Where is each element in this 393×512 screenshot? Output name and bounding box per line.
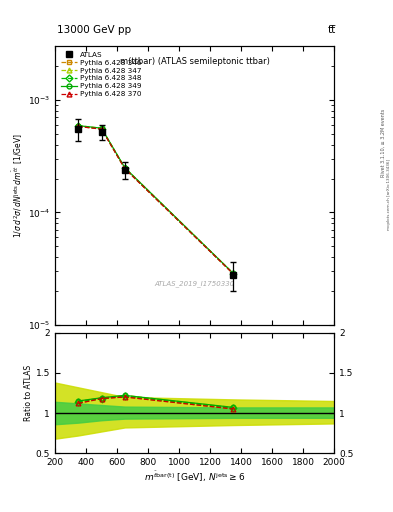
Text: tt̅: tt̅ — [328, 25, 336, 35]
Text: ATLAS_2019_I1750330: ATLAS_2019_I1750330 — [154, 280, 235, 287]
Y-axis label: $1/\sigma\, d^2\sigma/\, dN^{\mathrm{jets}}\, dm^{\bar{t}t}\,$ [1/GeV]: $1/\sigma\, d^2\sigma/\, dN^{\mathrm{jet… — [11, 133, 25, 238]
Text: Rivet 3.1.10, ≥ 3.2M events: Rivet 3.1.10, ≥ 3.2M events — [381, 109, 386, 178]
X-axis label: $m^{\bar{t}\mathrm{bar(t)}}$ [GeV], $N^{\mathrm{jets}} \geq 6$: $m^{\bar{t}\mathrm{bar(t)}}$ [GeV], $N^{… — [144, 470, 245, 484]
Text: mcplots.cern.ch [arXiv:1306.3436]: mcplots.cern.ch [arXiv:1306.3436] — [387, 159, 391, 230]
Text: m(ttbar) (ATLAS semileptonic ttbar): m(ttbar) (ATLAS semileptonic ttbar) — [119, 57, 270, 66]
Y-axis label: Ratio to ATLAS: Ratio to ATLAS — [24, 365, 33, 421]
Text: 13000 GeV pp: 13000 GeV pp — [57, 25, 131, 35]
Legend: ATLAS, Pythia 6.428 346, Pythia 6.428 347, Pythia 6.428 348, Pythia 6.428 349, P: ATLAS, Pythia 6.428 346, Pythia 6.428 34… — [59, 50, 143, 99]
